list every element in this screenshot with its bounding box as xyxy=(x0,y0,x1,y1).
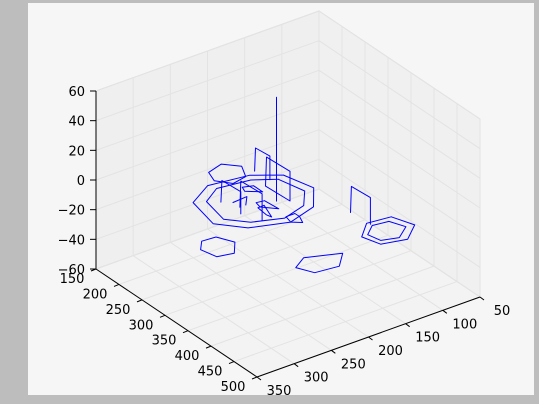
grid-line-z xyxy=(95,10,320,92)
x-tick-mark xyxy=(113,283,120,287)
z-tick-label: −40 xyxy=(58,233,85,248)
grid-line-z xyxy=(95,69,320,151)
tick-marks xyxy=(90,90,485,381)
x-tick-label: 450 xyxy=(198,365,223,380)
y-tick-mark xyxy=(256,376,262,381)
data-curves xyxy=(192,96,416,274)
z-tick-label: 60 xyxy=(68,85,85,100)
series-line-3 xyxy=(361,216,416,245)
x-tick-mark xyxy=(136,299,143,303)
x-tick-mark xyxy=(182,330,189,334)
x-tick-mark xyxy=(159,314,166,318)
series-line-7 xyxy=(295,252,344,274)
series-line-15 xyxy=(232,196,248,206)
series-line-4 xyxy=(367,220,407,241)
x-tick-label: 250 xyxy=(106,303,131,318)
z-tick-label: 20 xyxy=(68,144,85,159)
y-tick-mark xyxy=(331,349,336,354)
grid-line-y xyxy=(170,241,332,351)
grid-line-z xyxy=(318,158,481,268)
grid-line-z xyxy=(95,40,320,122)
series-line-13 xyxy=(241,185,264,193)
x-tick-label: 150 xyxy=(60,272,85,287)
z-tick-label: −20 xyxy=(58,204,85,219)
grid-line-z xyxy=(318,10,481,120)
grid-line-z xyxy=(318,188,481,298)
x-tick-label: 400 xyxy=(175,349,200,364)
grid-line-z xyxy=(95,99,320,181)
y-tick-label: 350 xyxy=(267,384,292,399)
series-line-17 xyxy=(257,204,273,218)
x-tick-label: 350 xyxy=(152,334,177,349)
y-tick-mark xyxy=(479,296,485,301)
x-axis-line xyxy=(95,268,258,378)
y-tick-label: 200 xyxy=(378,344,403,359)
z-tick-label: −60 xyxy=(58,263,85,278)
y-tick-mark xyxy=(293,363,299,368)
z-tick-label: 0 xyxy=(77,174,85,189)
grid-line-z xyxy=(95,158,320,240)
series-line-2 xyxy=(206,178,306,223)
y-tick-label: 50 xyxy=(494,304,511,319)
x-tick-label: 300 xyxy=(129,318,154,333)
tick-labels: 1502002503003504004505005010015020025030… xyxy=(58,85,511,399)
y-tick-label: 250 xyxy=(341,357,366,372)
x-tick-mark xyxy=(228,361,235,365)
grid-line-z xyxy=(318,40,481,150)
x-tick-label: 200 xyxy=(83,287,108,302)
y-tick-mark xyxy=(368,336,373,341)
x-tick-mark xyxy=(251,376,258,380)
x-tick-label: 500 xyxy=(221,380,246,395)
z-tick-label: 40 xyxy=(68,115,85,130)
x-tick-mark xyxy=(205,345,212,349)
series-line-12 xyxy=(220,180,242,215)
grid-line-z xyxy=(95,188,320,270)
grid-line-y xyxy=(132,255,295,365)
series-line-5 xyxy=(208,163,247,184)
series-line-6 xyxy=(200,236,236,258)
grid-line-z xyxy=(318,129,481,239)
y-tick-mark xyxy=(442,309,448,314)
series-line-11 xyxy=(350,185,371,225)
grid-line-z xyxy=(318,69,481,179)
series-line-18 xyxy=(285,213,304,223)
series-line-1 xyxy=(192,174,315,229)
y-tick-label: 150 xyxy=(415,331,440,346)
grid-line-z xyxy=(95,129,320,211)
y-tick-label: 300 xyxy=(304,371,329,386)
series-line-10 xyxy=(254,147,271,181)
series-line-8 xyxy=(265,156,291,202)
y-tick-mark xyxy=(405,323,410,328)
grid-line-z xyxy=(318,99,481,209)
y-tick-label: 100 xyxy=(452,317,477,332)
grid-line-y xyxy=(281,201,444,311)
